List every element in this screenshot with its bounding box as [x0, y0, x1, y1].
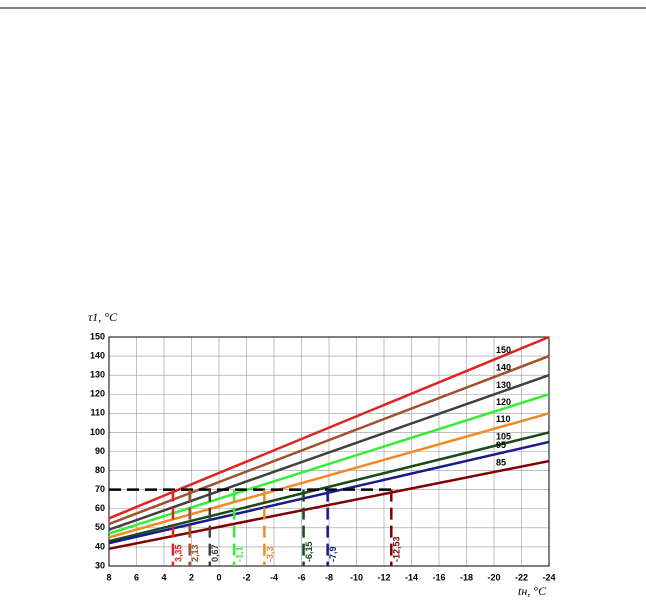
- series-label: 105: [496, 431, 511, 441]
- series-line: [108, 354, 550, 526]
- x-tick-label: -22: [515, 572, 528, 582]
- marker-label: 3,35: [173, 544, 183, 562]
- y-axis-label: τ1, °C: [88, 310, 118, 324]
- series-label: 110: [496, 414, 511, 424]
- series-label: 95: [496, 440, 506, 450]
- y-tick-label: 130: [90, 370, 105, 380]
- x-tick-label: -20: [487, 572, 500, 582]
- y-tick-label: 150: [90, 331, 105, 341]
- series-label: 85: [496, 457, 506, 467]
- x-tick-label: -16: [432, 572, 445, 582]
- y-tick-label: 140: [90, 350, 105, 360]
- y-tick-label: 120: [90, 389, 105, 399]
- x-tick-label: 4: [161, 572, 166, 582]
- x-tick-label: 0: [216, 572, 221, 582]
- y-tick-label: 110: [90, 408, 105, 418]
- x-tick-label: 8: [106, 572, 111, 582]
- series-line: [108, 393, 550, 535]
- x-tick-label: -24: [542, 572, 555, 582]
- y-tick-label: 60: [95, 503, 105, 513]
- x-tick-label: -4: [270, 572, 278, 582]
- series-line: [108, 440, 550, 545]
- series-label: 150: [496, 345, 511, 355]
- x-tick-label: -12: [377, 572, 390, 582]
- series-label: 120: [496, 397, 511, 407]
- y-tick-label: 90: [95, 446, 105, 456]
- marker-label: -1,1: [235, 546, 245, 562]
- series-line: [108, 412, 550, 539]
- x-tick-label: 6: [134, 572, 139, 582]
- y-tick-label: 40: [95, 541, 105, 551]
- marker-label: 0,67: [210, 544, 220, 562]
- y-tick-label: 100: [90, 427, 105, 437]
- x-tick-label: -14: [405, 572, 418, 582]
- plot-frame: [108, 336, 550, 567]
- y-tick-label: 70: [95, 484, 105, 494]
- marker-label: -6,15: [304, 541, 314, 562]
- x-tick-label: -10: [350, 572, 363, 582]
- y-tick-label: 50: [95, 522, 105, 532]
- series-label: 130: [496, 380, 511, 390]
- series-line: [108, 431, 550, 543]
- x-tick-label: -18: [460, 572, 473, 582]
- x-axis-label: tн, °C: [518, 584, 547, 598]
- marker-label: -7,9: [328, 546, 338, 562]
- x-tick-label: -6: [297, 572, 305, 582]
- x-tick-label: -8: [325, 572, 333, 582]
- marker-label: 2,13: [190, 544, 200, 562]
- series-line: [108, 335, 550, 520]
- y-tick-label: 80: [95, 465, 105, 475]
- series-line: [108, 373, 550, 531]
- marker-label: -12,53: [392, 536, 402, 562]
- series-line: [108, 459, 550, 551]
- series-label: 140: [496, 362, 511, 372]
- y-tick-label: 30: [95, 560, 105, 570]
- marker-label: -3,3: [265, 546, 275, 562]
- x-tick-label: 2: [189, 572, 194, 582]
- x-tick-label: -2: [242, 572, 250, 582]
